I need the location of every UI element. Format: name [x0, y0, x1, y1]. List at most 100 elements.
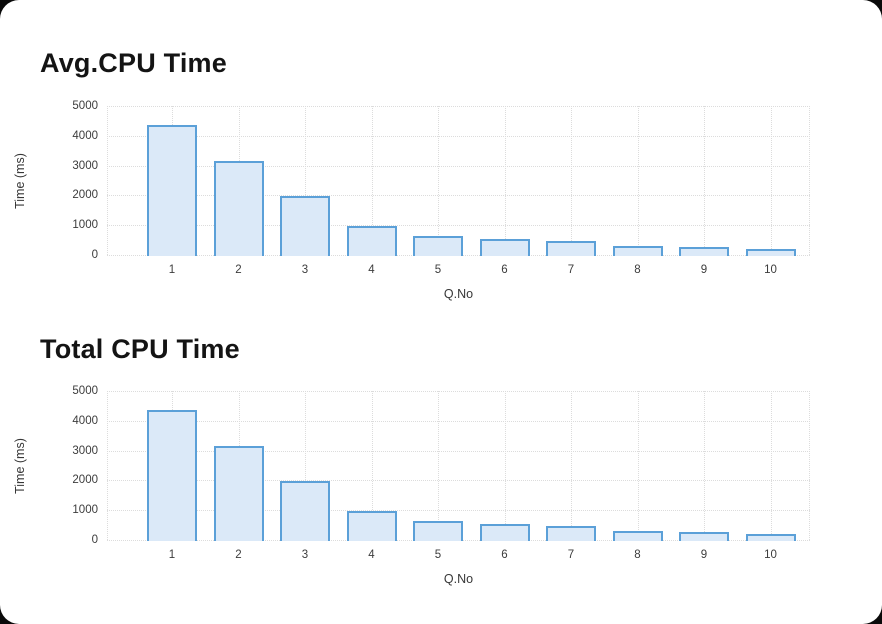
x-tick-label: 7 [567, 264, 575, 276]
x-axis-title-text: Q.No [443, 287, 474, 301]
y-tick-label: 3000 [72, 159, 98, 172]
gridline-vertical [107, 391, 108, 540]
gridline-vertical [704, 106, 705, 255]
gridline-vertical [637, 106, 639, 255]
total-cpu-time-chart-section: Total CPU Time Time (ms) 0 1000 2000 3000 40… [0, 332, 882, 589]
bar-q9[interactable] [679, 532, 729, 541]
bar-q7[interactable] [546, 526, 596, 541]
gridline-horizontal [107, 106, 810, 107]
y-tick-label: 3000 [72, 444, 98, 457]
x-tick-label: 2 [235, 549, 242, 561]
gridline-vertical [770, 391, 772, 540]
bar-q4[interactable] [346, 511, 397, 541]
x-tick-label: 10 [764, 549, 777, 561]
gridline-vertical [107, 106, 108, 255]
x-axis: 1 2 3 4 5 6 7 8 9 10 [107, 256, 810, 278]
bar-q8[interactable] [612, 246, 663, 256]
gridline-vertical [504, 106, 506, 255]
bar-q2[interactable] [213, 446, 264, 541]
x-tick-label: 4 [368, 549, 375, 561]
bar-q7[interactable] [546, 241, 596, 256]
gridline-vertical [504, 391, 506, 540]
bar-q10[interactable] [745, 249, 796, 256]
gridline-horizontal [107, 391, 810, 392]
avg-cpu-time-chart-section: Avg.CPU Time Time (ms) 0 1000 2000 3000 4000… [0, 46, 882, 304]
y-axis-title-text: Time (ms) [13, 153, 27, 209]
y-tick-label: 2000 [72, 474, 98, 487]
plot-area [107, 391, 810, 541]
x-tick-label: 6 [501, 549, 508, 561]
y-axis-title-text: Time (ms) [13, 438, 27, 494]
x-tick-label: 8 [634, 549, 641, 561]
y-axis: 0 1000 2000 3000 4000 5000 [40, 100, 107, 261]
gridline-vertical [809, 391, 810, 540]
gridline-vertical [371, 391, 373, 540]
y-tick-label: 5000 [72, 385, 98, 397]
bar-q5[interactable] [413, 521, 463, 541]
x-tick-label: 5 [434, 549, 442, 561]
gridline-vertical [770, 106, 772, 255]
bar-q9[interactable] [679, 247, 729, 256]
gridline-vertical [438, 106, 439, 255]
bar-q6[interactable] [479, 524, 530, 541]
x-tick-label: 10 [764, 264, 777, 276]
bar-q1[interactable] [147, 125, 197, 256]
x-tick-label: 9 [700, 264, 708, 276]
gridline-horizontal [107, 195, 810, 197]
gridline-vertical [305, 106, 306, 255]
gridline-horizontal [107, 510, 810, 512]
bar-q4[interactable] [346, 226, 397, 256]
x-tick-label: 3 [301, 264, 309, 276]
bar-q3[interactable] [280, 196, 330, 256]
total-cpu-time-chart: Time (ms) 0 1000 2000 3000 4000 5000 1 2 3 4 5 6 7 8… [0, 385, 882, 589]
chart-title: Total CPU Time [40, 334, 240, 364]
bar-q6[interactable] [479, 239, 530, 256]
y-axis-title: Time (ms) [0, 106, 40, 256]
x-tick-label: 4 [368, 264, 375, 276]
y-tick-label: 0 [91, 534, 98, 546]
x-tick-label: 6 [501, 264, 508, 276]
gridline-vertical [704, 391, 705, 540]
gridline-vertical [571, 391, 572, 540]
avg-cpu-time-chart: Time (ms) 0 1000 2000 3000 4000 5000 1 2 3 4 5 6 7 8… [0, 100, 882, 304]
bar-q10[interactable] [745, 534, 796, 541]
gridline-horizontal [107, 165, 810, 167]
chart-title: Avg.CPU Time [40, 48, 227, 78]
x-axis-title: Q.No [107, 563, 810, 589]
bar-q1[interactable] [147, 410, 197, 541]
x-tick-label: 3 [301, 549, 309, 561]
x-tick-label: 7 [567, 549, 575, 561]
bar-q5[interactable] [413, 236, 463, 256]
gridline-vertical [371, 106, 373, 255]
x-tick-label: 8 [634, 264, 641, 276]
gridline-vertical [438, 391, 439, 540]
bar-q8[interactable] [612, 531, 663, 541]
gridline-horizontal [107, 135, 810, 137]
bar-q3[interactable] [280, 481, 330, 541]
gridline-horizontal [107, 480, 810, 482]
x-axis-title-text: Q.No [443, 572, 474, 586]
y-tick-label: 2000 [72, 189, 98, 202]
gridline-vertical [637, 391, 639, 540]
gridline-vertical [305, 391, 306, 540]
gridline-horizontal [107, 420, 810, 422]
y-tick-label: 1000 [72, 504, 98, 517]
gridline-vertical [809, 106, 810, 255]
x-axis: 1 2 3 4 5 6 7 8 9 10 [107, 541, 810, 563]
bar-q2[interactable] [213, 161, 264, 256]
x-tick-label: 5 [434, 264, 442, 276]
plot-area [107, 106, 810, 256]
gridline-vertical [571, 106, 572, 255]
x-tick-label: 1 [168, 264, 176, 276]
y-tick-label: 1000 [72, 219, 98, 232]
y-tick-label: 0 [91, 249, 98, 261]
x-tick-label: 2 [235, 264, 242, 276]
y-tick-label: 4000 [72, 129, 98, 142]
gridline-horizontal [107, 225, 810, 227]
x-tick-label: 9 [700, 549, 708, 561]
y-axis: 0 1000 2000 3000 4000 5000 [40, 385, 107, 546]
x-tick-label: 1 [168, 549, 176, 561]
gridline-horizontal [107, 450, 810, 452]
x-axis-title: Q.No [107, 278, 810, 304]
